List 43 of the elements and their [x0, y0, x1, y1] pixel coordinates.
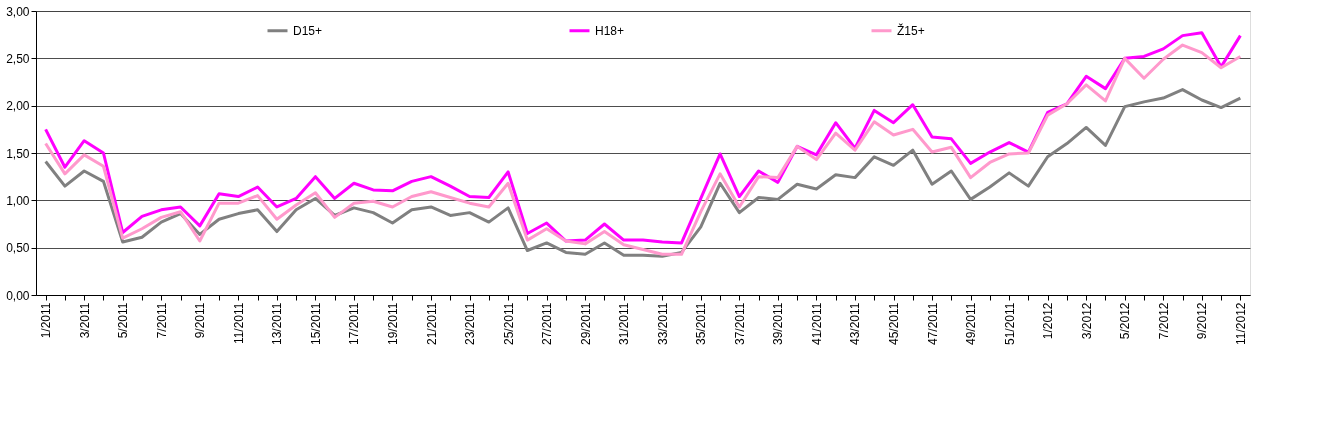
x-tick-label: 49/2011: [964, 302, 979, 345]
x-tick-label: 45/2011: [887, 302, 902, 345]
x-tick-label: 11/2012: [1233, 302, 1248, 345]
x-tick-label: 33/2011: [655, 302, 670, 345]
x-tick-label: 25/2011: [501, 302, 516, 345]
x-tick-label: 23/2011: [463, 302, 478, 345]
x-tick-label: 19/2011: [385, 302, 400, 345]
legend-label: D15+: [293, 23, 323, 38]
x-tick-label: 27/2011: [540, 302, 555, 345]
x-tick-label: 3/2011: [77, 302, 92, 339]
y-tick-label: 0,00: [6, 288, 30, 303]
x-tick-label: 13/2011: [270, 302, 285, 345]
x-tick-label: 17/2011: [347, 302, 362, 345]
x-tick-label: 29/2011: [578, 302, 593, 345]
x-tick-label: 37/2011: [732, 302, 747, 345]
x-tick-label: 5/2012: [1118, 302, 1133, 340]
x-tick-label: 51/2011: [1002, 302, 1017, 345]
x-tick-label: 9/2012: [1195, 302, 1210, 340]
line-series: [44, 88, 1242, 258]
y-tick-label: 0,50: [6, 241, 30, 256]
x-tick-label: 7/2011: [154, 302, 169, 339]
x-tick-label: 5/2011: [116, 302, 131, 339]
x-tick-label: 39/2011: [771, 302, 786, 345]
y-tick-label: 2,50: [6, 51, 30, 66]
x-tick-label: 43/2011: [848, 302, 863, 345]
x-tick-label: 31/2011: [617, 302, 632, 345]
y-tick-label: 1,00: [6, 193, 30, 208]
x-tick-label: 7/2012: [1156, 302, 1171, 340]
x-tick-label: 35/2011: [694, 302, 709, 345]
x-tick-label: 3/2012: [1079, 302, 1094, 340]
x-tick-label: 21/2011: [424, 302, 439, 345]
x-tick-label: 11/2011: [231, 302, 246, 345]
y-tick-label: 3,00: [6, 4, 30, 19]
x-tick-label: 9/2011: [193, 302, 208, 339]
x-tick-label: 15/2011: [308, 302, 323, 345]
x-tick-label: 41/2011: [809, 302, 824, 345]
y-tick-label: 2,00: [6, 99, 30, 114]
y-tick-label: 1,50: [6, 146, 30, 161]
legend-label: Ž15+: [897, 22, 925, 38]
legend-label: H18+: [595, 23, 625, 38]
x-tick-label: 1/2011: [39, 302, 54, 339]
x-tick-label: 1/2012: [1041, 302, 1056, 340]
x-tick-label: 47/2011: [925, 302, 940, 345]
